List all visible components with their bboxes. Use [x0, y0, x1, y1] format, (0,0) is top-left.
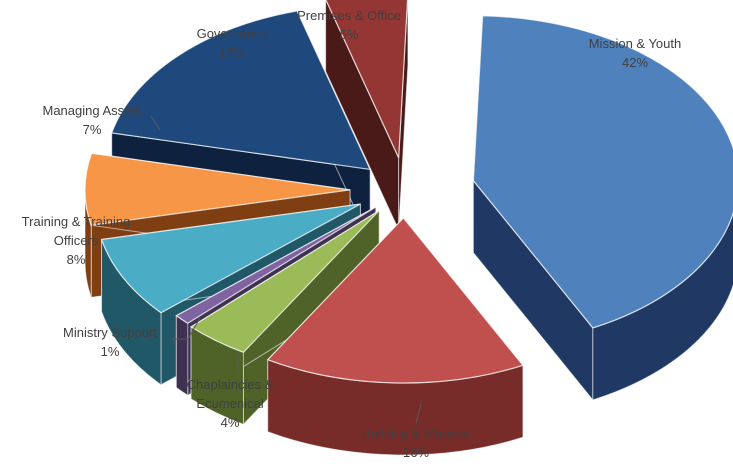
leader-line-building-and-manses: [415, 403, 422, 424]
label-chaplaincies-and-ecumenical: Chaplaincies & Ecumenical 4%: [187, 377, 274, 430]
label-governance: Governance 17%: [197, 26, 268, 60]
slice-governance: [110, 10, 372, 171]
leader-line-ministry-support: [172, 317, 201, 340]
leader-line-managing-assets: [150, 115, 161, 131]
slice-ministry-support: [175, 206, 377, 324]
label-mission-and-youth: Mission & Youth 42%: [589, 36, 682, 70]
label-training-and-training-officers: Training & Training Officers 8%: [22, 214, 131, 267]
label-ministry-support: Ministry Support 1%: [63, 325, 157, 359]
slice-premises-and-office: [325, 0, 409, 159]
label-premises-and-office: Premises & Office 5%: [297, 8, 401, 42]
slice-training-and-training-officers: [100, 203, 361, 314]
leader-lines: [150, 115, 422, 424]
slice-mission-and-youth: [472, 15, 733, 329]
slice-managing-assets: [84, 152, 351, 226]
slice-chaplaincies-and-ecumenical: [189, 210, 380, 354]
label-building-and-manses: Building & Manses 16%: [362, 426, 470, 460]
label-managing-assets: Managing Assets 7%: [42, 103, 142, 137]
slice-tops: [84, 0, 733, 384]
slice-building-and-manses: [266, 217, 524, 384]
slice-labels: Mission & Youth 42% Building & Manses 16% Ch…: [22, 8, 682, 460]
